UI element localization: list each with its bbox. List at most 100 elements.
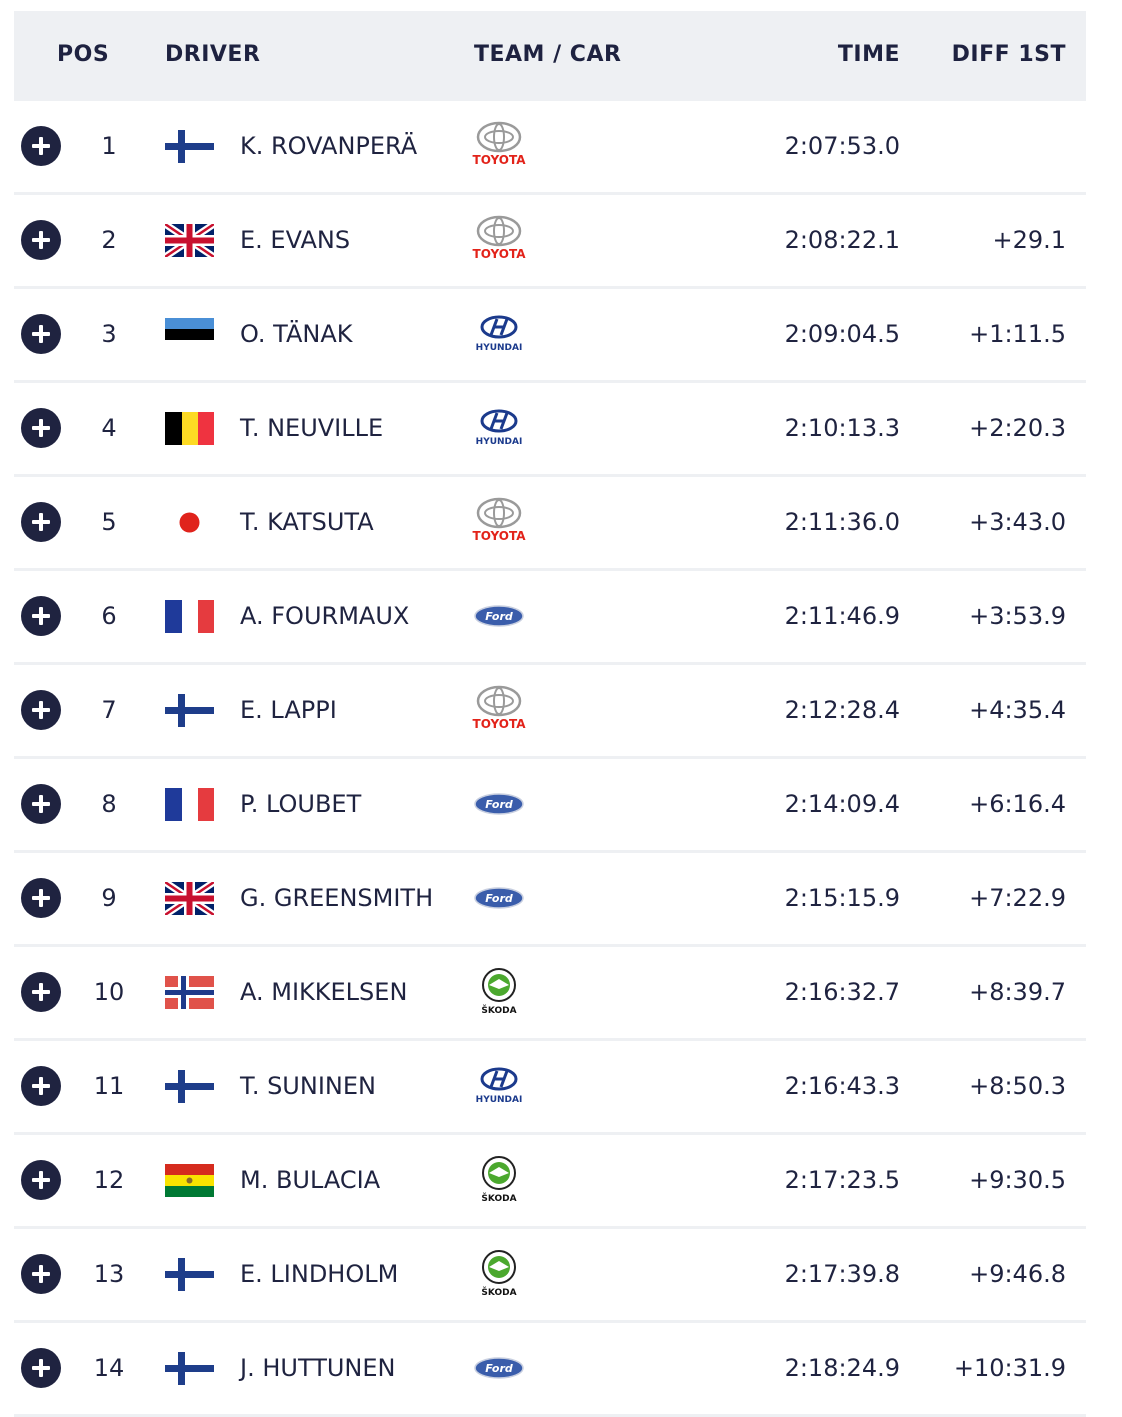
position: 3 xyxy=(101,320,117,348)
expand-row-button[interactable] xyxy=(21,1254,61,1294)
table-row: 1 K. ROVANPERÄ TOYOTA 2:07:53.0 xyxy=(14,101,1086,195)
expand-row-button[interactable] xyxy=(21,878,61,918)
expand-row-button[interactable] xyxy=(21,972,61,1012)
position: 10 xyxy=(93,978,125,1006)
driver-name: E. LINDHOLM xyxy=(240,1260,399,1288)
driver-name: E. EVANS xyxy=(240,226,351,254)
team-logo-text: HYUNDAI xyxy=(476,1095,523,1105)
total-time: 2:09:04.5 xyxy=(784,320,900,348)
ford-logo-icon: Ford xyxy=(469,587,529,645)
team-logo-text: ŠKODA xyxy=(481,1192,516,1204)
total-time: 2:18:24.9 xyxy=(784,1354,900,1382)
diff-to-first: +8:39.7 xyxy=(969,978,1066,1006)
expand-row-button[interactable] xyxy=(21,1066,61,1106)
bolivia-flag-icon xyxy=(165,1164,214,1197)
hyundai-logo-icon: HYUNDAI xyxy=(469,1057,529,1115)
driver-name: K. ROVANPERÄ xyxy=(240,132,418,160)
total-time: 2:11:36.0 xyxy=(784,508,900,536)
diff-to-first: +29.1 xyxy=(992,226,1066,254)
expand-row-button[interactable] xyxy=(21,220,61,260)
diff-to-first: +9:30.5 xyxy=(969,1166,1066,1194)
table-header: POS DRIVER TEAM / CAR TIME DIFF 1ST xyxy=(14,11,1086,101)
position: 4 xyxy=(101,414,117,442)
table-row: 10 A. MIKKELSEN ŠKODA 2:16:32.7 +8:39.7 xyxy=(14,947,1086,1041)
position: 5 xyxy=(101,508,117,536)
toyota-logo-icon: TOYOTA xyxy=(469,493,529,551)
table-row: 5 T. KATSUTA TOYOTA 2:11:36.0 +3:43.0 xyxy=(14,477,1086,571)
driver-name: G. GREENSMITH xyxy=(240,884,434,912)
diff-to-first: +4:35.4 xyxy=(969,696,1066,724)
expand-row-button[interactable] xyxy=(21,690,61,730)
ford-logo-icon: Ford xyxy=(469,869,529,927)
position: 13 xyxy=(93,1260,125,1288)
diff-to-first: +10:31.9 xyxy=(953,1354,1066,1382)
table-row: 12 M. BULACIA ŠKODA 2:17:23.5 +9:30.5 xyxy=(14,1135,1086,1229)
belgium-flag-icon xyxy=(165,412,214,445)
diff-to-first: +3:53.9 xyxy=(969,602,1066,630)
toyota-logo-icon: TOYOTA xyxy=(469,681,529,739)
header-driver: DRIVER xyxy=(165,42,261,67)
diff-to-first: +3:43.0 xyxy=(969,508,1066,536)
table-row: 7 E. LAPPI TOYOTA 2:12:28.4 +4:35.4 xyxy=(14,665,1086,759)
expand-row-button[interactable] xyxy=(21,502,61,542)
total-time: 2:15:15.9 xyxy=(784,884,900,912)
expand-row-button[interactable] xyxy=(21,596,61,636)
expand-row-button[interactable] xyxy=(21,784,61,824)
finland-flag-icon xyxy=(165,1352,214,1385)
team-logo-text: TOYOTA xyxy=(473,153,527,167)
team-logo-text: TOYOTA xyxy=(473,247,527,261)
team-logo-text: ŠKODA xyxy=(481,1286,516,1298)
position: 11 xyxy=(93,1072,125,1100)
header-diff-1st: DIFF 1ST xyxy=(951,42,1066,67)
team-logo-text: TOYOTA xyxy=(473,717,527,731)
total-time: 2:16:32.7 xyxy=(784,978,900,1006)
position: 14 xyxy=(93,1354,125,1382)
hyundai-logo-icon: HYUNDAI xyxy=(469,305,529,363)
japan-flag-icon xyxy=(165,506,214,539)
team-logo-text: Ford xyxy=(485,610,513,623)
team-logo-text: HYUNDAI xyxy=(476,437,523,447)
total-time: 2:07:53.0 xyxy=(784,132,900,160)
skoda-logo-icon: ŠKODA xyxy=(469,1245,529,1303)
expand-row-button[interactable] xyxy=(21,126,61,166)
finland-flag-icon xyxy=(165,1070,214,1103)
total-time: 2:08:22.1 xyxy=(784,226,900,254)
team-logo-text: Ford xyxy=(485,892,513,905)
team-logo-text: TOYOTA xyxy=(473,529,527,543)
finland-flag-icon xyxy=(165,694,214,727)
position: 1 xyxy=(101,132,117,160)
expand-row-button[interactable] xyxy=(21,408,61,448)
driver-name: A. MIKKELSEN xyxy=(240,978,408,1006)
header-time: TIME xyxy=(837,42,900,67)
total-time: 2:16:43.3 xyxy=(784,1072,900,1100)
position: 6 xyxy=(101,602,117,630)
expand-row-button[interactable] xyxy=(21,1348,61,1388)
ford-logo-icon: Ford xyxy=(469,1339,529,1397)
position: 9 xyxy=(101,884,117,912)
table-row: 6 A. FOURMAUX Ford 2:11:46.9 +3:53.9 xyxy=(14,571,1086,665)
table-row: 2 E. EVANS TOYOTA 2:08:22.1 +29.1 xyxy=(14,195,1086,289)
driver-name: T. SUNINEN xyxy=(240,1072,376,1100)
driver-name: E. LAPPI xyxy=(240,696,337,724)
france-flag-icon xyxy=(165,600,214,633)
diff-to-first: +2:20.3 xyxy=(969,414,1066,442)
expand-row-button[interactable] xyxy=(21,1160,61,1200)
team-logo-text: Ford xyxy=(485,798,513,811)
table-row: 11 T. SUNINEN HYUNDAI 2:16:43.3 +8:50.3 xyxy=(14,1041,1086,1135)
results-table: POS DRIVER TEAM / CAR TIME DIFF 1ST 1 K.… xyxy=(14,11,1086,1417)
total-time: 2:11:46.9 xyxy=(784,602,900,630)
expand-row-button[interactable] xyxy=(21,314,61,354)
total-time: 2:17:39.8 xyxy=(784,1260,900,1288)
table-row: 14 J. HUTTUNEN Ford 2:18:24.9 +10:31.9 xyxy=(14,1323,1086,1417)
total-time: 2:17:23.5 xyxy=(784,1166,900,1194)
united-kingdom-flag-icon xyxy=(165,882,214,915)
driver-name: T. KATSUTA xyxy=(240,508,374,536)
table-row: 13 E. LINDHOLM ŠKODA 2:17:39.8 +9:46.8 xyxy=(14,1229,1086,1323)
team-logo-text: ŠKODA xyxy=(481,1004,516,1016)
team-logo-text: Ford xyxy=(485,1362,513,1375)
norway-flag-icon xyxy=(165,976,214,1009)
diff-to-first: +6:16.4 xyxy=(969,790,1066,818)
toyota-logo-icon: TOYOTA xyxy=(469,117,529,175)
table-row: 8 P. LOUBET Ford 2:14:09.4 +6:16.4 xyxy=(14,759,1086,853)
driver-name: J. HUTTUNEN xyxy=(240,1354,396,1382)
